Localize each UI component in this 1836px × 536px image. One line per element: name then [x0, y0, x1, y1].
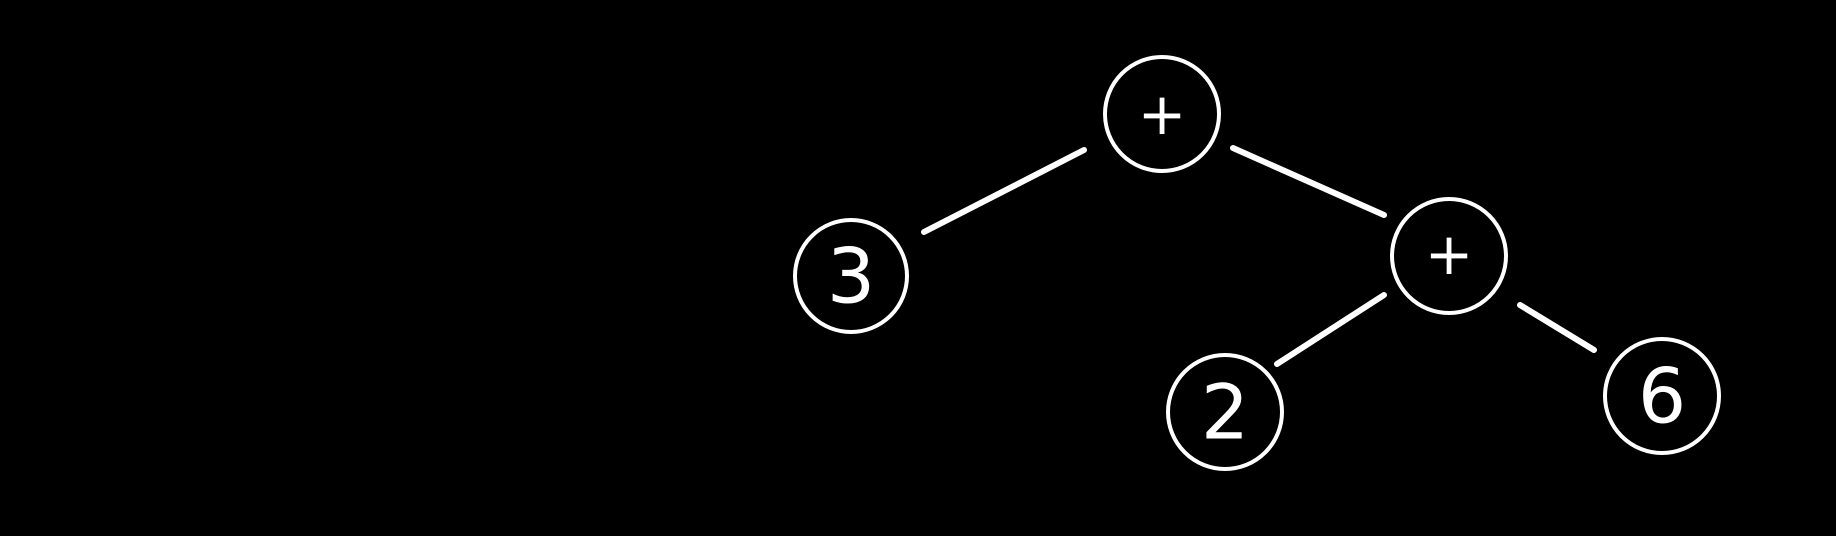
node-6-label: 6 — [1638, 352, 1686, 441]
node-root-circle — [1103, 55, 1221, 173]
node-3-label: 3 — [827, 232, 875, 321]
edge-plus-to-2 — [1274, 292, 1387, 367]
node-2-label: 2 — [1201, 368, 1249, 457]
node-2: 2 — [1166, 353, 1284, 471]
node-3-circle — [793, 218, 909, 334]
node-plus-label: + — [1425, 220, 1474, 288]
edge-plus-to-6 — [1517, 302, 1597, 353]
node-3: 3 — [793, 218, 909, 334]
node-root: + — [1103, 55, 1221, 173]
node-plus-circle — [1390, 197, 1508, 315]
node-root-label: + — [1138, 80, 1187, 148]
edge-root-to-plus — [1230, 145, 1387, 218]
node-6-circle — [1603, 337, 1721, 455]
node-2-circle — [1166, 353, 1284, 471]
edge-root-to-3 — [921, 147, 1087, 235]
node-6: 6 — [1603, 337, 1721, 455]
node-plus: + — [1390, 197, 1508, 315]
